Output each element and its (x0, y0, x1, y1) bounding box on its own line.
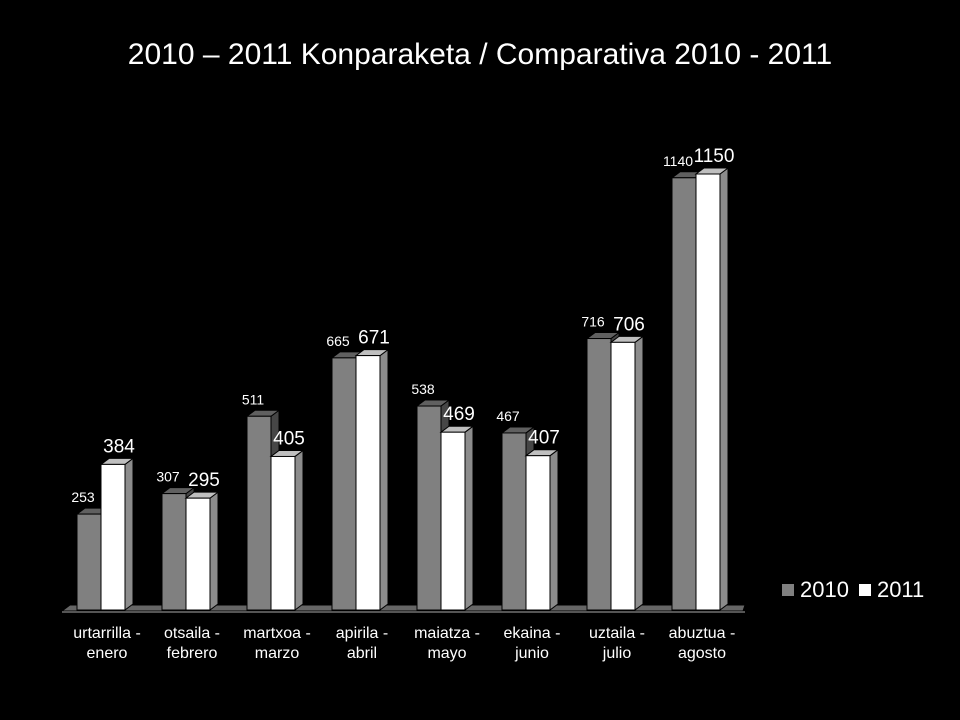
x-tick-label-2-1: marzo (255, 645, 300, 662)
x-tick-label-0-1: enero (87, 645, 128, 662)
legend-label-2011: 2011 (876, 577, 925, 602)
data-label-2010-3: 665 (326, 333, 350, 349)
data-label-2010-6: 716 (581, 314, 605, 330)
legend-item-2011: 2011 (858, 577, 925, 603)
bar-2010-6 (586, 338, 612, 611)
bar-2010-0 (76, 513, 102, 611)
legend-swatch-2010 (782, 584, 794, 596)
data-label-2010-7: 1140 (663, 153, 693, 169)
x-tick-label-5-0: ekaina - (504, 625, 561, 642)
bar-side-2011-2 (294, 449, 304, 611)
bar-2010-7 (671, 177, 697, 611)
x-tick-label-4-0: maiatza - (414, 625, 480, 642)
bar-2011-3 (355, 355, 381, 611)
bar-side-2011-7 (719, 167, 729, 611)
bar-2011-7 (695, 173, 721, 611)
bar-2011-5 (525, 455, 551, 611)
data-label-2011-1: 295 (188, 470, 220, 491)
x-tick-label-1-0: otsaila - (164, 625, 220, 642)
bar-side-2011-0 (124, 457, 134, 611)
x-tick-label-6-0: uztaila - (589, 625, 645, 642)
data-label-2011-2: 405 (273, 428, 305, 449)
bar-2011-2 (270, 455, 296, 611)
bar-side-2011-3 (379, 348, 389, 611)
data-label-2010-4: 538 (411, 381, 435, 397)
x-tick-label-5-1: junio (514, 645, 549, 662)
bar-2011-4 (440, 431, 466, 611)
bar-2010-4 (416, 405, 442, 611)
x-tick-label-3-0: apirila - (336, 625, 388, 642)
data-label-2011-6: 706 (613, 314, 645, 335)
bar-side-2011-6 (634, 335, 644, 611)
bar-2011-0 (100, 463, 126, 611)
bar-2010-5 (501, 432, 527, 611)
data-label-2011-3: 671 (358, 328, 390, 349)
bar-side-2011-1 (209, 491, 219, 611)
bar-2011-1 (185, 497, 211, 611)
data-label-2010-1: 307 (156, 469, 180, 485)
x-tick-label-0-0: urtarrilla - (73, 625, 141, 642)
data-label-2011-0: 384 (103, 436, 135, 457)
x-tick-label-4-1: mayo (427, 645, 466, 662)
bar-2011-6 (610, 341, 636, 611)
legend-swatch-2011 (858, 584, 871, 596)
data-label-2010-2: 511 (242, 391, 265, 407)
chart-floor-edge (62, 611, 745, 613)
legend-item-2010: 2010 (782, 577, 849, 603)
data-label-2011-4: 469 (443, 404, 475, 425)
data-label-2011-5: 407 (528, 428, 560, 449)
bar-side-2011-4 (464, 425, 474, 611)
bar-side-2011-5 (549, 448, 559, 611)
x-tick-label-3-1: abril (347, 645, 377, 662)
x-tick-label-1-1: febrero (167, 645, 218, 662)
legend-label-2010: 2010 (800, 577, 849, 602)
bar-2010-1 (161, 493, 187, 611)
x-tick-label-7-1: agosto (678, 645, 726, 662)
data-label-2011-7: 1150 (694, 146, 735, 167)
x-tick-label-2-0: martxoa - (243, 625, 311, 642)
bar-2010-2 (246, 415, 272, 611)
x-tick-label-6-1: julio (602, 645, 632, 662)
legend: 2010 2011 (782, 577, 934, 603)
x-tick-label-7-0: abuztua - (669, 625, 736, 642)
bar-2010-3 (331, 357, 357, 611)
data-label-2010-5: 467 (496, 408, 520, 424)
data-label-2010-0: 253 (71, 489, 95, 505)
chart-title: 2010 – 2011 Konparaketa / Comparativa 20… (127, 38, 833, 71)
